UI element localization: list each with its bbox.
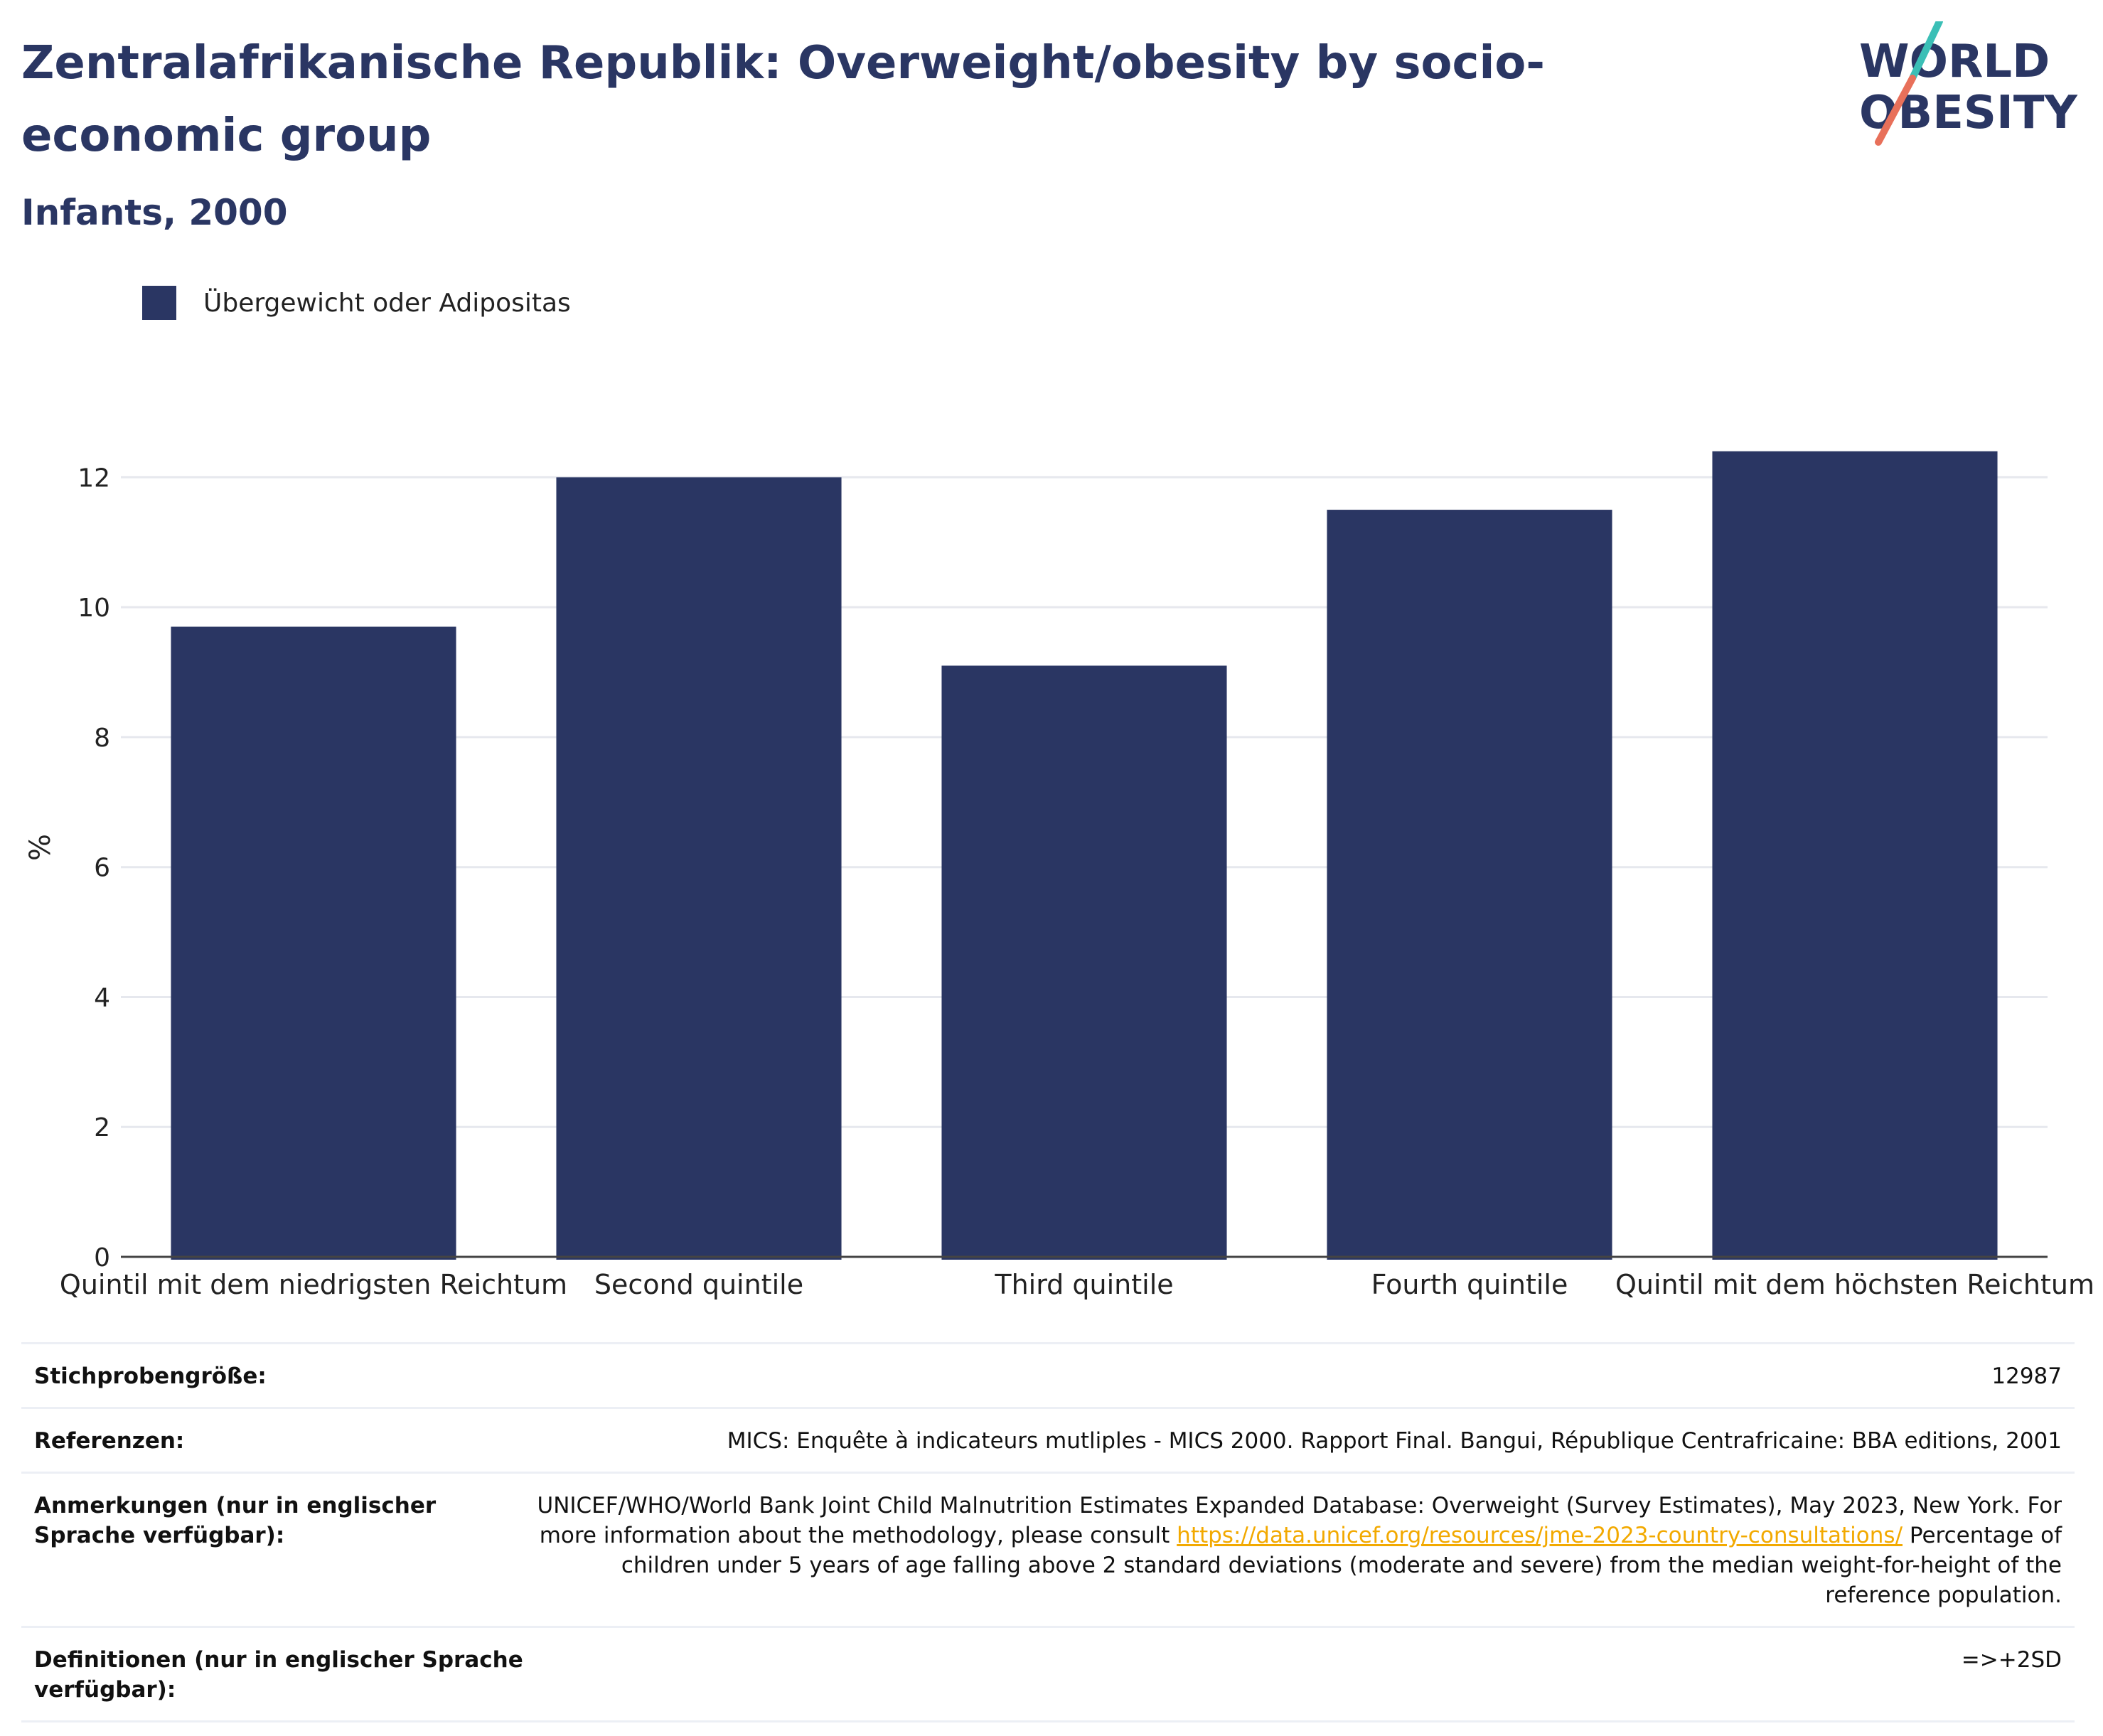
- info-key: Referenzen:: [34, 1428, 185, 1454]
- bar[interactable]: [171, 626, 456, 1260]
- info-row-notes: Anmerkungen (nur in englischer Sprache v…: [21, 1472, 2075, 1626]
- notes-text-before: UNICEF/WHO/World Bank Joint Child Malnut…: [537, 1493, 2062, 1548]
- y-tick-label: 6: [94, 854, 110, 883]
- chart-subtitle: Infants, 2000: [21, 192, 288, 233]
- bar[interactable]: [941, 665, 1227, 1260]
- x-category-label: Fourth quintile: [1371, 1269, 1568, 1300]
- y-tick-label: 8: [94, 724, 110, 753]
- methodology-link[interactable]: https://data.unicef.org/resources/jme-20…: [1177, 1523, 1903, 1548]
- info-value: 12987: [1991, 1363, 2062, 1389]
- x-category-label: Quintil mit dem niedrigsten Reichtum: [60, 1269, 567, 1300]
- x-category-label: Quintil mit dem höchsten Reichtum: [1615, 1269, 2094, 1300]
- logo-slash-bottom: [1875, 75, 1916, 146]
- logo-text-world: WORLD: [1859, 36, 2050, 88]
- info-row-definitions: Definitionen (nur in englischer Sprache …: [21, 1626, 2075, 1722]
- legend-label: Übergewicht oder Adipositas: [203, 288, 571, 318]
- y-tick-label: 12: [77, 464, 110, 493]
- info-value: MICS: Enquête à indicateurs mutliples - …: [727, 1428, 2062, 1454]
- bar[interactable]: [1712, 451, 1998, 1260]
- info-key: Definitionen (nur in englischer Sprache …: [34, 1647, 523, 1703]
- bars: [171, 451, 1998, 1260]
- chart-title: Zentralafrikanische Republik: Overweight…: [21, 37, 1545, 162]
- info-key: Stichprobengröße:: [34, 1363, 267, 1389]
- info-key: Anmerkungen (nur in englischer Sprache v…: [34, 1493, 437, 1548]
- y-tick-label: 10: [77, 594, 110, 623]
- y-tick-label: 0: [94, 1243, 110, 1272]
- info-value: UNICEF/WHO/World Bank Joint Child Malnut…: [532, 1491, 2062, 1610]
- notes-text-after: Percentage of children under 5 years of …: [621, 1523, 2062, 1608]
- chart-legend[interactable]: Übergewicht oder Adipositas: [142, 283, 571, 323]
- y-axis-label: %: [24, 834, 57, 861]
- bar[interactable]: [1327, 510, 1612, 1260]
- info-row-sample-size: Stichprobengröße: 12987: [21, 1342, 2075, 1407]
- y-tick-label: 4: [94, 983, 110, 1012]
- legend-swatch: [142, 286, 176, 320]
- world-obesity-logo: WORLD OBESITY: [1859, 21, 2077, 146]
- info-value: =>+2SD: [1961, 1647, 2062, 1673]
- x-category-label: Second quintile: [594, 1269, 803, 1300]
- bar[interactable]: [556, 477, 842, 1260]
- y-tick-label: 2: [94, 1113, 110, 1142]
- info-row-references: Referenzen: MICS: Enquête à indicateurs …: [21, 1407, 2075, 1472]
- axes: 0 2 4 6 8 10 12 Quintil mit dem niedrigsten Rei…: [60, 464, 2094, 1300]
- bar-chart: 0 2 4 6 8 10 12 Quintil mit dem niedrigsten Rei…: [24, 451, 2094, 1300]
- info-table: Stichprobengröße: 12987 Referenzen: MICS…: [21, 1342, 2075, 1722]
- logo-slash-top: [1909, 21, 1943, 82]
- x-category-label: Third quintile: [994, 1269, 1173, 1300]
